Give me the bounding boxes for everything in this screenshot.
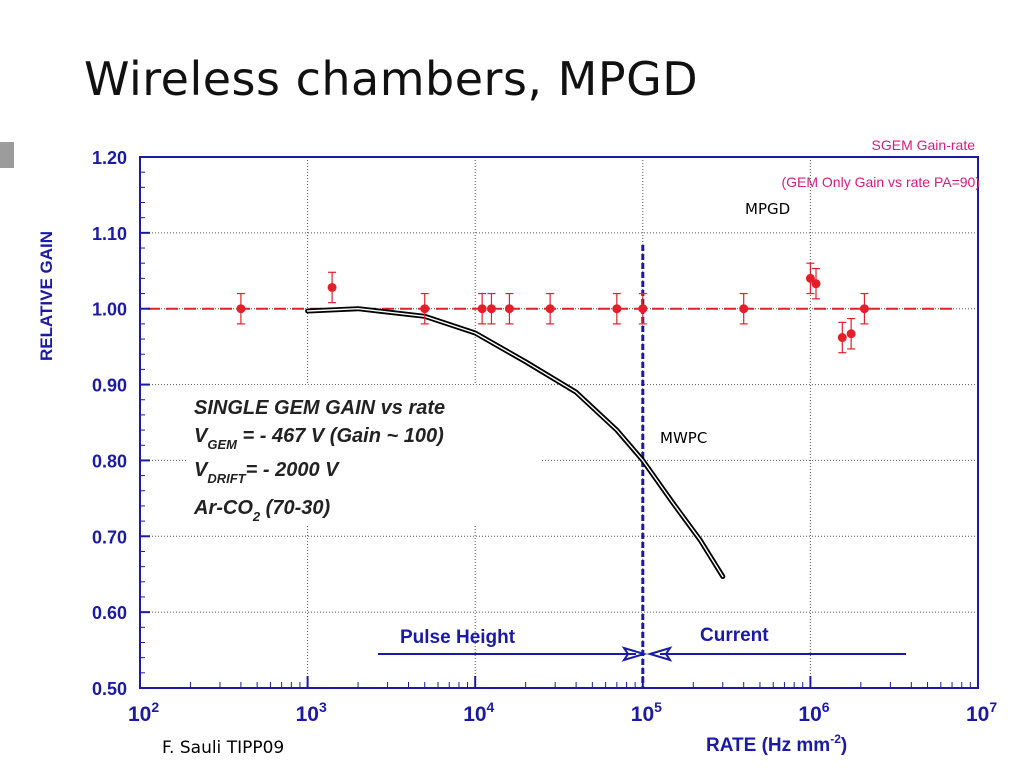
y-axis-label: RELATIVE GAIN (37, 231, 56, 361)
chart-legend: SGEM Gain-rate (GEM Only Gain vs rate PA… (781, 137, 980, 190)
x-tick-label-1: 103 (296, 699, 327, 726)
data-point-4 (486, 304, 496, 314)
y-tick-label-1: 0.60 (92, 603, 127, 623)
mwpc-curve-group (305, 306, 726, 579)
slide-title: Wireless chambers, MPGD (84, 52, 699, 106)
data-point-5 (504, 304, 514, 314)
info-line-4: Ar-CO2 (70-30) (193, 497, 330, 524)
data-point-2 (420, 304, 430, 314)
data-point-13 (846, 329, 856, 339)
data-point-6 (545, 304, 555, 314)
region-arrows: Pulse Height Current (378, 625, 906, 662)
y-tick-label-3: 0.80 (92, 451, 127, 471)
y-tick-label-5: 1.00 (92, 300, 127, 320)
y-tick-label-2: 0.70 (92, 527, 127, 547)
info-line-3: VDRIFT= - 2000 V (194, 459, 340, 486)
data-point-3 (477, 304, 487, 314)
plot-frame (139, 156, 979, 689)
data-point-0 (236, 304, 246, 314)
data-point-1 (327, 282, 337, 292)
x-axis-label: RATE (Hz mm-2) (706, 732, 847, 756)
x-tick-label-4: 106 (798, 699, 829, 726)
current-label: Current (700, 625, 769, 646)
x-tick-label-5: 107 (966, 699, 997, 726)
pulse-height-arrowhead (621, 646, 648, 662)
data-point-11 (811, 279, 821, 289)
credit-text: F. Sauli TIPP09 (162, 738, 285, 758)
chart-subtitle: (GEM Only Gain vs rate PA=90) (781, 174, 980, 190)
mwpc-label: MWPC (660, 429, 707, 447)
current-arrowhead (646, 646, 673, 662)
mpgd-label: MPGD (745, 200, 790, 218)
data-point-9 (739, 304, 749, 314)
x-tick-label-0: 102 (128, 699, 159, 726)
y-tick-label-4: 0.90 (92, 376, 127, 396)
mwpc-curve-inner (306, 308, 724, 578)
y-tick-label-6: 1.10 (92, 224, 127, 244)
data-point-10 (805, 273, 815, 283)
data-point-12 (837, 333, 847, 343)
chart-title: SGEM Gain-rate (872, 137, 976, 153)
x-tick-label-3: 105 (631, 699, 662, 726)
x-tick-label-2: 104 (463, 699, 494, 726)
side-marker (0, 142, 14, 168)
data-point-7 (612, 304, 622, 314)
data-points (236, 262, 869, 354)
y-tick-label-7: 1.20 (92, 148, 127, 168)
axis-ticks: 0.50 0.60 0.70 0.80 0.90 1.00 1.10 1.20 102 103 10… (92, 148, 997, 726)
info-line-1: SINGLE GEM GAIN vs rate (194, 397, 445, 419)
data-point-14 (859, 304, 869, 314)
data-point-8 (638, 304, 648, 314)
info-line-2: VGEM = - 467 V (Gain ~ 100) (194, 425, 444, 452)
pulse-height-label: Pulse Height (400, 627, 516, 648)
y-tick-label-0: 0.50 (92, 679, 127, 699)
info-box: SINGLE GEM GAIN vs rate VGEM = - 467 V (… (188, 385, 540, 525)
